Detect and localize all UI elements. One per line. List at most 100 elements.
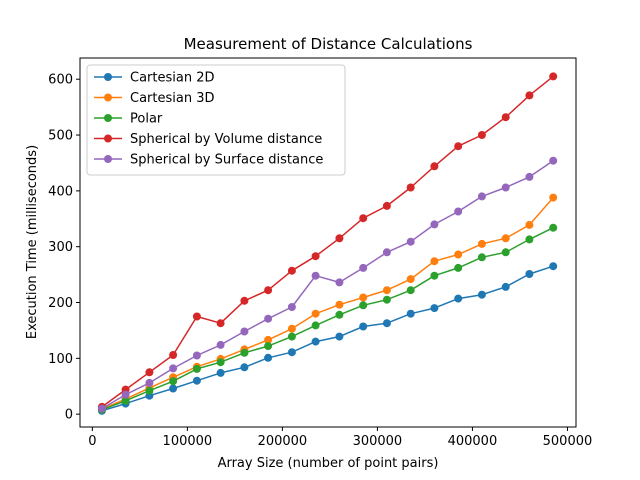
data-point: [264, 353, 273, 362]
data-point: [501, 248, 510, 257]
data-point: [525, 172, 534, 181]
legend-marker: [104, 134, 112, 143]
data-point: [192, 364, 201, 373]
x-tick-label: 100000: [163, 434, 213, 449]
data-point: [311, 252, 320, 261]
series-line: [101, 265, 554, 412]
data-point: [97, 404, 106, 413]
data-point: [240, 348, 249, 357]
data-point: [549, 156, 558, 165]
data-point: [549, 223, 558, 232]
data-point: [382, 201, 391, 210]
legend-item: Polar: [94, 112, 163, 127]
data-point: [430, 220, 439, 229]
data-point: [454, 142, 463, 151]
data-point: [311, 309, 320, 318]
data-point: [264, 335, 273, 344]
data-point: [335, 234, 344, 243]
y-axis: 0 100 200 300 400 500 600: [48, 73, 80, 423]
data-point: [121, 396, 130, 405]
data-point: [501, 183, 510, 192]
plot-frame: [79, 57, 577, 428]
data-point: [454, 294, 463, 303]
data-point: [311, 321, 320, 330]
chart-title: Measurement of Distance Calculations: [184, 35, 473, 53]
data-point: [169, 377, 178, 386]
data-point: [240, 363, 249, 372]
data-point: [335, 278, 344, 287]
series-line: [101, 197, 554, 410]
data-point: [216, 358, 225, 367]
data-point: [525, 235, 534, 244]
data-point: [264, 286, 273, 295]
x-tick-label: 500000: [543, 434, 593, 449]
data-point: [525, 91, 534, 100]
x-tick-label: 300000: [353, 434, 403, 449]
data-point: [549, 262, 558, 271]
data-point: [264, 342, 273, 351]
legend-marker: [104, 155, 112, 163]
data-point: [430, 257, 439, 266]
series-2: [97, 223, 558, 414]
data-point: [549, 193, 558, 202]
x-axis-label: Array Size (number of point pairs): [218, 456, 439, 471]
series-4: [97, 156, 558, 413]
data-point: [406, 183, 415, 192]
data-point: [287, 266, 296, 275]
legend-label: Polar: [130, 112, 163, 127]
data-point: [287, 332, 296, 341]
y-tick-label: 500: [48, 129, 73, 144]
x-axis: 0 100000 200000 300000 400000 500000: [88, 427, 592, 449]
legend-marker: [104, 93, 112, 102]
y-tick-label: 0: [65, 408, 73, 423]
data-point: [216, 368, 225, 377]
data-point: [359, 301, 368, 310]
data-point: [264, 314, 273, 323]
legend-marker: [104, 114, 112, 122]
data-point: [287, 348, 296, 357]
data-point: [454, 250, 463, 259]
data-point: [145, 368, 154, 377]
plot-area: [79, 57, 577, 428]
y-tick-label: 200: [48, 296, 73, 311]
data-point: [287, 303, 296, 311]
y-tick-label: 400: [48, 184, 73, 199]
legend-label: Spherical by Volume distance: [130, 132, 322, 147]
legend-marker: [104, 73, 112, 81]
data-point: [359, 322, 368, 331]
legend-item: Spherical by Surface distance: [94, 153, 323, 168]
data-point: [169, 364, 178, 373]
data-point: [430, 162, 439, 171]
data-point: [359, 214, 368, 223]
data-point: [359, 293, 368, 302]
data-point: [406, 237, 415, 246]
data-point: [216, 340, 225, 349]
data-point: [525, 220, 534, 229]
data-point: [240, 327, 249, 336]
data-point: [382, 286, 391, 295]
x-tick-label: 0: [88, 434, 96, 449]
legend-label: Cartesian 2D: [130, 71, 215, 86]
data-point: [477, 253, 486, 262]
data-point: [192, 312, 201, 321]
data-point: [335, 310, 344, 319]
data-point: [192, 376, 201, 385]
y-axis-label: Execution Time (milliseconds): [25, 145, 40, 339]
y-tick-label: 600: [48, 73, 73, 88]
data-point: [335, 300, 344, 309]
y-tick-label: 300: [48, 240, 73, 255]
data-point: [430, 271, 439, 280]
data-point: [311, 337, 320, 346]
data-point: [145, 386, 154, 395]
data-point: [145, 378, 154, 387]
data-point: [430, 304, 439, 313]
legend: Cartesian 2D Cartesian 3D Polar Spherical b…: [86, 64, 346, 176]
data-point: [359, 263, 368, 272]
data-point: [406, 309, 415, 318]
legend-item: Cartesian 2D: [94, 71, 215, 86]
series-layer: [97, 72, 558, 415]
data-point: [501, 113, 510, 122]
data-point: [406, 286, 415, 295]
data-point: [169, 384, 178, 393]
